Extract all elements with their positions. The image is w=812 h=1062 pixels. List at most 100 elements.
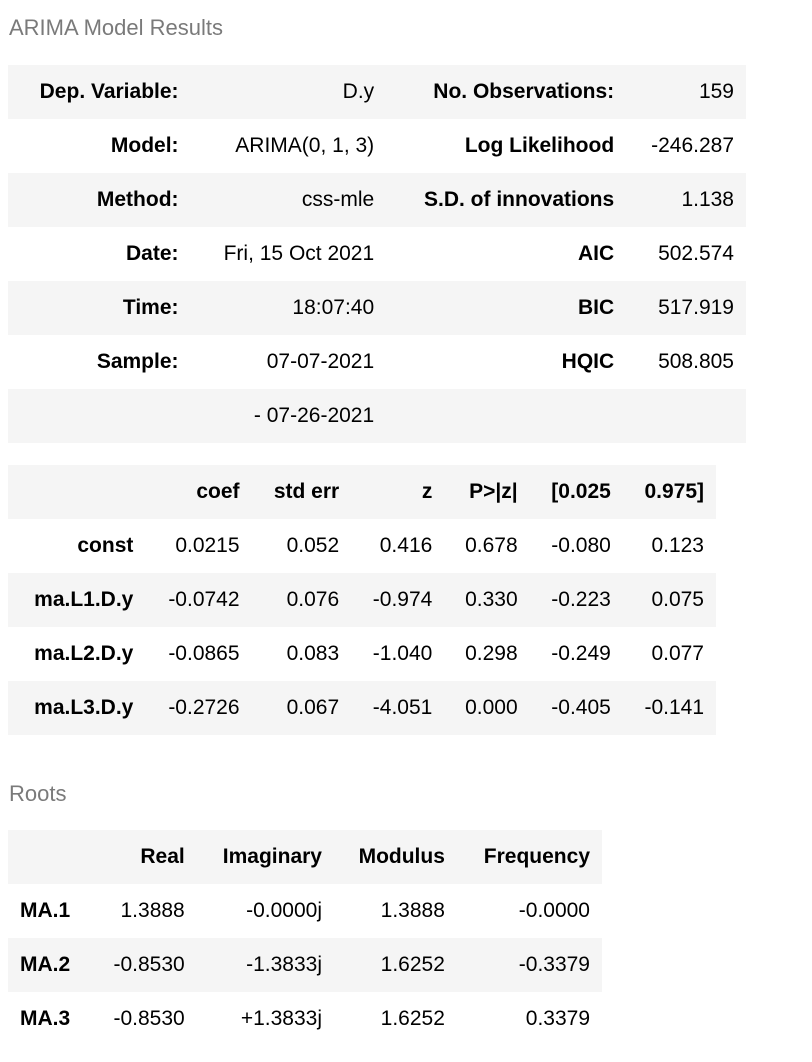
table-row: MA.2 -0.8530 -1.3833j 1.6252 -0.3379 (8, 938, 602, 992)
coef-row-label: ma.L3.D.y (34, 696, 134, 719)
coef-cell: -4.051 (372, 696, 433, 719)
summary-value: 502.574 (658, 242, 734, 265)
roots-cell: -1.3833j (246, 953, 322, 976)
roots-header-row: Real Imaginary Modulus Frequency (8, 830, 602, 884)
coef-cell: 0.075 (651, 588, 704, 611)
coef-cell: 0.123 (651, 534, 704, 557)
table-row: ma.L3.D.y -0.2726 0.067 -4.051 0.000 -0.… (8, 681, 716, 735)
roots-cell: -0.3379 (518, 953, 590, 976)
table-row: - 07-26-2021 (8, 389, 746, 443)
table-row: MA.1 1.3888 -0.0000j 1.3888 -0.0000 (8, 884, 602, 938)
coef-header: std err (273, 480, 340, 503)
coef-cell: 0.083 (286, 642, 340, 665)
roots-cell: 1.3888 (380, 899, 445, 922)
summary-label: BIC (578, 296, 615, 319)
summary-label: Method: (96, 188, 179, 211)
coef-header-row: coef std err z P>|z| [0.025 0.975] (8, 465, 716, 519)
summary-value: css-mle (301, 188, 375, 211)
coef-header: z (421, 480, 433, 503)
summary-value: -246.287 (651, 134, 734, 157)
coef-row-label: ma.L1.D.y (34, 588, 134, 611)
coef-cell: -0.249 (551, 642, 611, 665)
summary-value: 517.919 (658, 296, 734, 319)
table-row: Dep. Variable: D.y No. Observations: 159 (8, 65, 746, 119)
summary-label: No. Observations: (433, 80, 615, 103)
roots-caption: Roots (9, 781, 67, 806)
roots-header: Imaginary (222, 845, 322, 868)
summary-label: AIC (578, 242, 615, 265)
coef-cell: 0.077 (651, 642, 704, 665)
summary-value: D.y (342, 80, 375, 103)
roots-header (8, 830, 91, 884)
summary-value: 1.138 (681, 188, 734, 211)
table-row: Date: Fri, 15 Oct 2021 AIC 502.574 (8, 227, 746, 281)
roots-cell: -0.0000j (246, 899, 322, 922)
roots-cell: 1.6252 (380, 1007, 445, 1030)
coef-cell: -0.0742 (168, 588, 240, 611)
summary-value: 07-07-2021 (266, 350, 375, 373)
summary-label: Date: (126, 242, 179, 265)
roots-cell: +1.3833j (240, 1007, 322, 1030)
summary-label: HQIC (561, 350, 615, 373)
summary-value: - 07-26-2021 (253, 404, 375, 427)
roots-cell: -0.8530 (113, 1007, 185, 1030)
summary-table: Dep. Variable: D.y No. Observations: 159… (8, 65, 746, 443)
table-row: Model: ARIMA(0, 1, 3) Log Likelihood -24… (8, 119, 746, 173)
summary-label: Model: (110, 134, 179, 157)
summary-label: Time: (122, 296, 179, 319)
table-row: ma.L2.D.y -0.0865 0.083 -1.040 0.298 -0.… (8, 627, 716, 681)
summary-value: Fri, 15 Oct 2021 (223, 242, 375, 265)
coef-cell: -0.0865 (168, 642, 240, 665)
roots-header: Real (140, 845, 185, 868)
roots-cell: -0.0000 (518, 899, 590, 922)
summary-label: Log Likelihood (464, 134, 615, 157)
table-row: Time: 18:07:40 BIC 517.919 (8, 281, 746, 335)
coef-cell: 0.000 (465, 696, 518, 719)
coef-cell: 0.052 (286, 534, 340, 557)
summary-value: 159 (698, 80, 734, 103)
roots-row-label: MA.3 (20, 1007, 71, 1030)
coef-cell: -0.141 (644, 696, 704, 719)
coef-cell: -0.974 (372, 588, 433, 611)
summary-label: Dep. Variable: (39, 80, 179, 103)
table-row: MA.3 -0.8530 +1.3833j 1.6252 0.3379 (8, 992, 602, 1046)
coef-table: coef std err z P>|z| [0.025 0.975] const… (8, 465, 716, 735)
coef-cell: -1.040 (372, 642, 433, 665)
coef-header (8, 465, 145, 519)
coef-cell: 0.678 (465, 534, 518, 557)
summary-label: Sample: (96, 350, 179, 373)
coef-header: 0.975] (644, 480, 704, 503)
coef-cell: -0.223 (551, 588, 611, 611)
summary-value (626, 389, 746, 443)
coef-header: P>|z| (469, 480, 518, 503)
coef-cell: 0.076 (286, 588, 340, 611)
coef-cell: 0.330 (465, 588, 518, 611)
summary-value: 18:07:40 (292, 296, 375, 319)
summary-label (386, 389, 626, 443)
roots-header: Modulus (358, 845, 445, 868)
coef-cell: -0.2726 (168, 696, 240, 719)
table-row: ma.L1.D.y -0.0742 0.076 -0.974 0.330 -0.… (8, 573, 716, 627)
roots-row-label: MA.1 (20, 899, 71, 922)
coef-cell: 0.0215 (175, 534, 240, 557)
coef-cell: 0.416 (379, 534, 433, 557)
coef-cell: 0.067 (286, 696, 340, 719)
table-row: const 0.0215 0.052 0.416 0.678 -0.080 0.… (8, 519, 716, 573)
roots-cell: 1.3888 (120, 899, 185, 922)
summary-value: 508.805 (658, 350, 734, 373)
coef-row-label: ma.L2.D.y (34, 642, 134, 665)
roots-cell: 0.3379 (525, 1007, 590, 1030)
roots-row-label: MA.2 (20, 953, 71, 976)
coef-cell: -0.405 (551, 696, 611, 719)
summary-label: S.D. of innovations (424, 188, 615, 211)
summary-label (8, 389, 191, 443)
coef-header: coef (196, 480, 240, 503)
roots-cell: -0.8530 (113, 953, 185, 976)
coef-cell: 0.298 (465, 642, 518, 665)
table-row: Sample: 07-07-2021 HQIC 508.805 (8, 335, 746, 389)
coef-cell: -0.080 (551, 534, 611, 557)
coef-header: [0.025 (551, 480, 611, 503)
roots-table: Real Imaginary Modulus Frequency MA.1 1.… (8, 830, 602, 1046)
summary-value: ARIMA(0, 1, 3) (235, 134, 375, 157)
roots-header: Frequency (483, 845, 590, 868)
